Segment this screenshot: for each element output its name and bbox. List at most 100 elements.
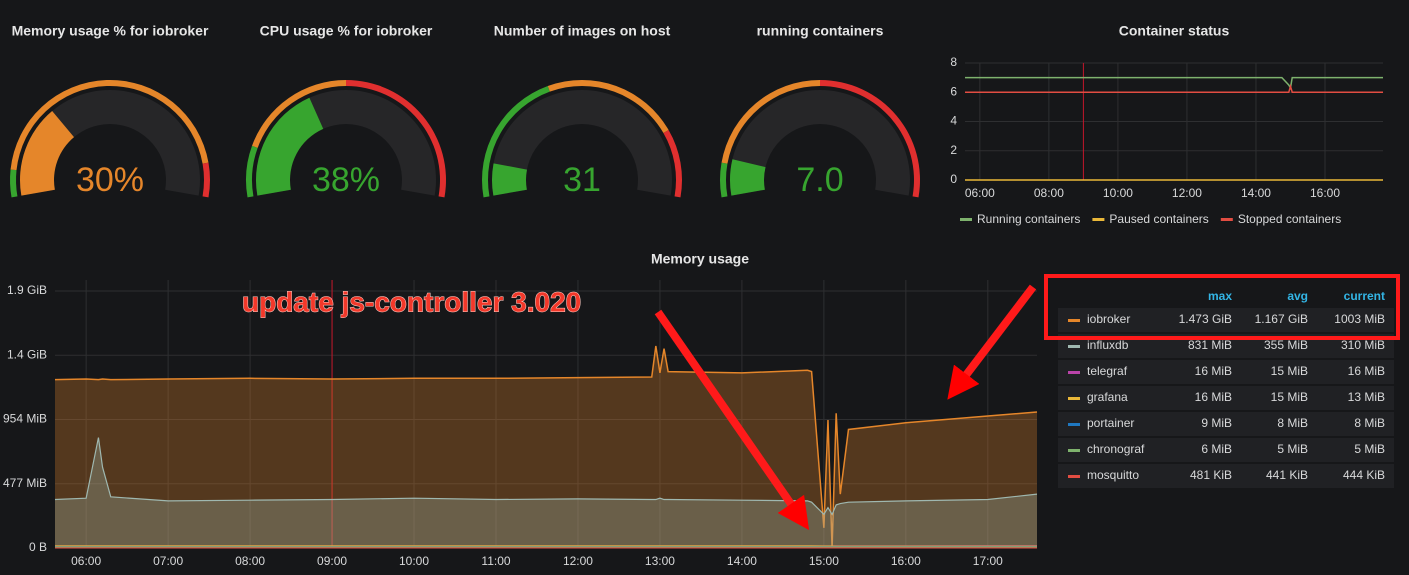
legend-swatch (1068, 371, 1080, 374)
gauge-track (20, 90, 201, 196)
threshold-band (482, 86, 550, 198)
legend-value: 355 MiB (1264, 338, 1308, 352)
x-tick-label: 06:00 (71, 554, 101, 568)
gauge-fill (19, 111, 75, 196)
legend-value: 13 MiB (1348, 390, 1385, 404)
legend-row (1058, 360, 1394, 384)
x-tick-label: 13:00 (645, 554, 675, 568)
y-tick-label: 1.4 GiB (7, 347, 47, 361)
panel-title: Container status (1119, 23, 1230, 39)
highlight-box (1044, 274, 1400, 340)
x-tick-label: 14:00 (727, 554, 757, 568)
legend-value: 831 MiB (1188, 338, 1232, 352)
x-tick-label: 12:00 (563, 554, 593, 568)
legend-swatch (1068, 475, 1080, 478)
x-tick-label: 06:00 (965, 186, 995, 200)
legend-value: 15 MiB (1271, 364, 1308, 378)
legend-entry: Running containers (977, 212, 1080, 226)
threshold-band (9, 169, 18, 198)
gauge-track (492, 90, 672, 196)
legend-value: 310 MiB (1341, 338, 1385, 352)
legend-value: 15 MiB (1271, 390, 1308, 404)
x-tick-label: 14:00 (1241, 186, 1271, 200)
legend-entry: chronograf (1087, 442, 1145, 456)
gauge-value: 38% (312, 161, 380, 199)
gauge-value: 30% (76, 161, 144, 199)
series-line (965, 83, 1383, 93)
legend-entry: grafana (1087, 390, 1128, 404)
series-line (54, 437, 1038, 516)
y-tick-label: 8 (950, 55, 957, 69)
legend-value: 5 MiB (1354, 442, 1385, 456)
panel-title: Memory usage % for iobroker (12, 23, 209, 39)
legend-row (1058, 308, 1394, 332)
legend-value: 1003 MiB (1334, 312, 1385, 326)
x-tick-label: 16:00 (1310, 186, 1340, 200)
x-tick-label: 08:00 (1034, 186, 1064, 200)
legend-value: 16 MiB (1195, 364, 1232, 378)
series-line (54, 345, 1038, 549)
legend-value: 8 MiB (1354, 416, 1385, 430)
threshold-band (721, 80, 820, 164)
x-tick-label: 17:00 (973, 554, 1003, 568)
x-tick-label: 10:00 (1103, 186, 1133, 200)
legend-value: 481 KiB (1190, 468, 1232, 482)
legend-value: 9 MiB (1201, 416, 1232, 430)
x-tick-label: 08:00 (235, 554, 265, 568)
gauge-fill (492, 163, 527, 196)
x-tick-label: 09:00 (317, 554, 347, 568)
legend-swatch (1068, 397, 1080, 400)
legend-value: 16 MiB (1348, 364, 1385, 378)
x-tick-label: 15:00 (809, 554, 839, 568)
y-tick-label: 0 (950, 172, 957, 186)
legend-value: 16 MiB (1195, 390, 1232, 404)
legend-header: avg (1287, 289, 1308, 303)
series-line (965, 76, 1383, 91)
legend-swatch (1068, 319, 1080, 322)
legend-value: 5 MiB (1277, 442, 1308, 456)
legend-value: 444 KiB (1343, 468, 1385, 482)
arrow (654, 309, 810, 531)
x-tick-label: 16:00 (891, 554, 921, 568)
legend-entry: Stopped containers (1238, 212, 1341, 226)
legend-entry: telegraf (1087, 364, 1128, 378)
legend-value: 6 MiB (1201, 442, 1232, 456)
x-tick-label: 12:00 (1172, 186, 1202, 200)
panel-title: running containers (757, 23, 884, 39)
panel-title: Number of images on host (494, 23, 671, 39)
x-tick-label: 07:00 (153, 554, 183, 568)
gauge-fill (256, 97, 324, 196)
legend-entry: mosquitto (1087, 468, 1139, 482)
legend-swatch (960, 218, 972, 221)
panel-title: Memory usage (651, 251, 749, 267)
legend-row (1058, 438, 1394, 462)
legend-swatch (1220, 218, 1233, 221)
legend-swatch (1068, 449, 1080, 452)
gauge-value: 7.0 (796, 161, 843, 199)
x-tick-label: 11:00 (481, 554, 510, 568)
gauge-value: 31 (563, 161, 601, 199)
threshold-band (252, 80, 346, 148)
y-tick-label: 477 MiB (3, 476, 47, 490)
gauge-fill (730, 159, 766, 196)
y-tick-label: 4 (950, 114, 957, 128)
y-tick-label: 954 MiB (3, 412, 47, 426)
panels: Memory usage % for iobroker 30% CPU usage … (3, 23, 1394, 568)
x-tick-label: 10:00 (399, 554, 429, 568)
panel-title: CPU usage % for iobroker (260, 23, 433, 39)
legend-value: 1.473 GiB (1179, 312, 1232, 326)
annotation: update js-controller 3.020 (242, 286, 581, 317)
legend-row (1058, 412, 1394, 436)
y-tick-label: 1.9 GiB (7, 283, 47, 297)
legend-swatch (1068, 423, 1080, 426)
legend-entry: iobroker (1087, 312, 1130, 326)
y-tick-label: 6 (950, 84, 957, 98)
gauge-track (730, 89, 910, 196)
y-tick-label: 0 B (29, 540, 47, 554)
threshold-band (547, 79, 669, 133)
legend-entry: portainer (1087, 416, 1134, 430)
threshold-band (202, 162, 210, 198)
legend-value: 441 KiB (1266, 468, 1308, 482)
